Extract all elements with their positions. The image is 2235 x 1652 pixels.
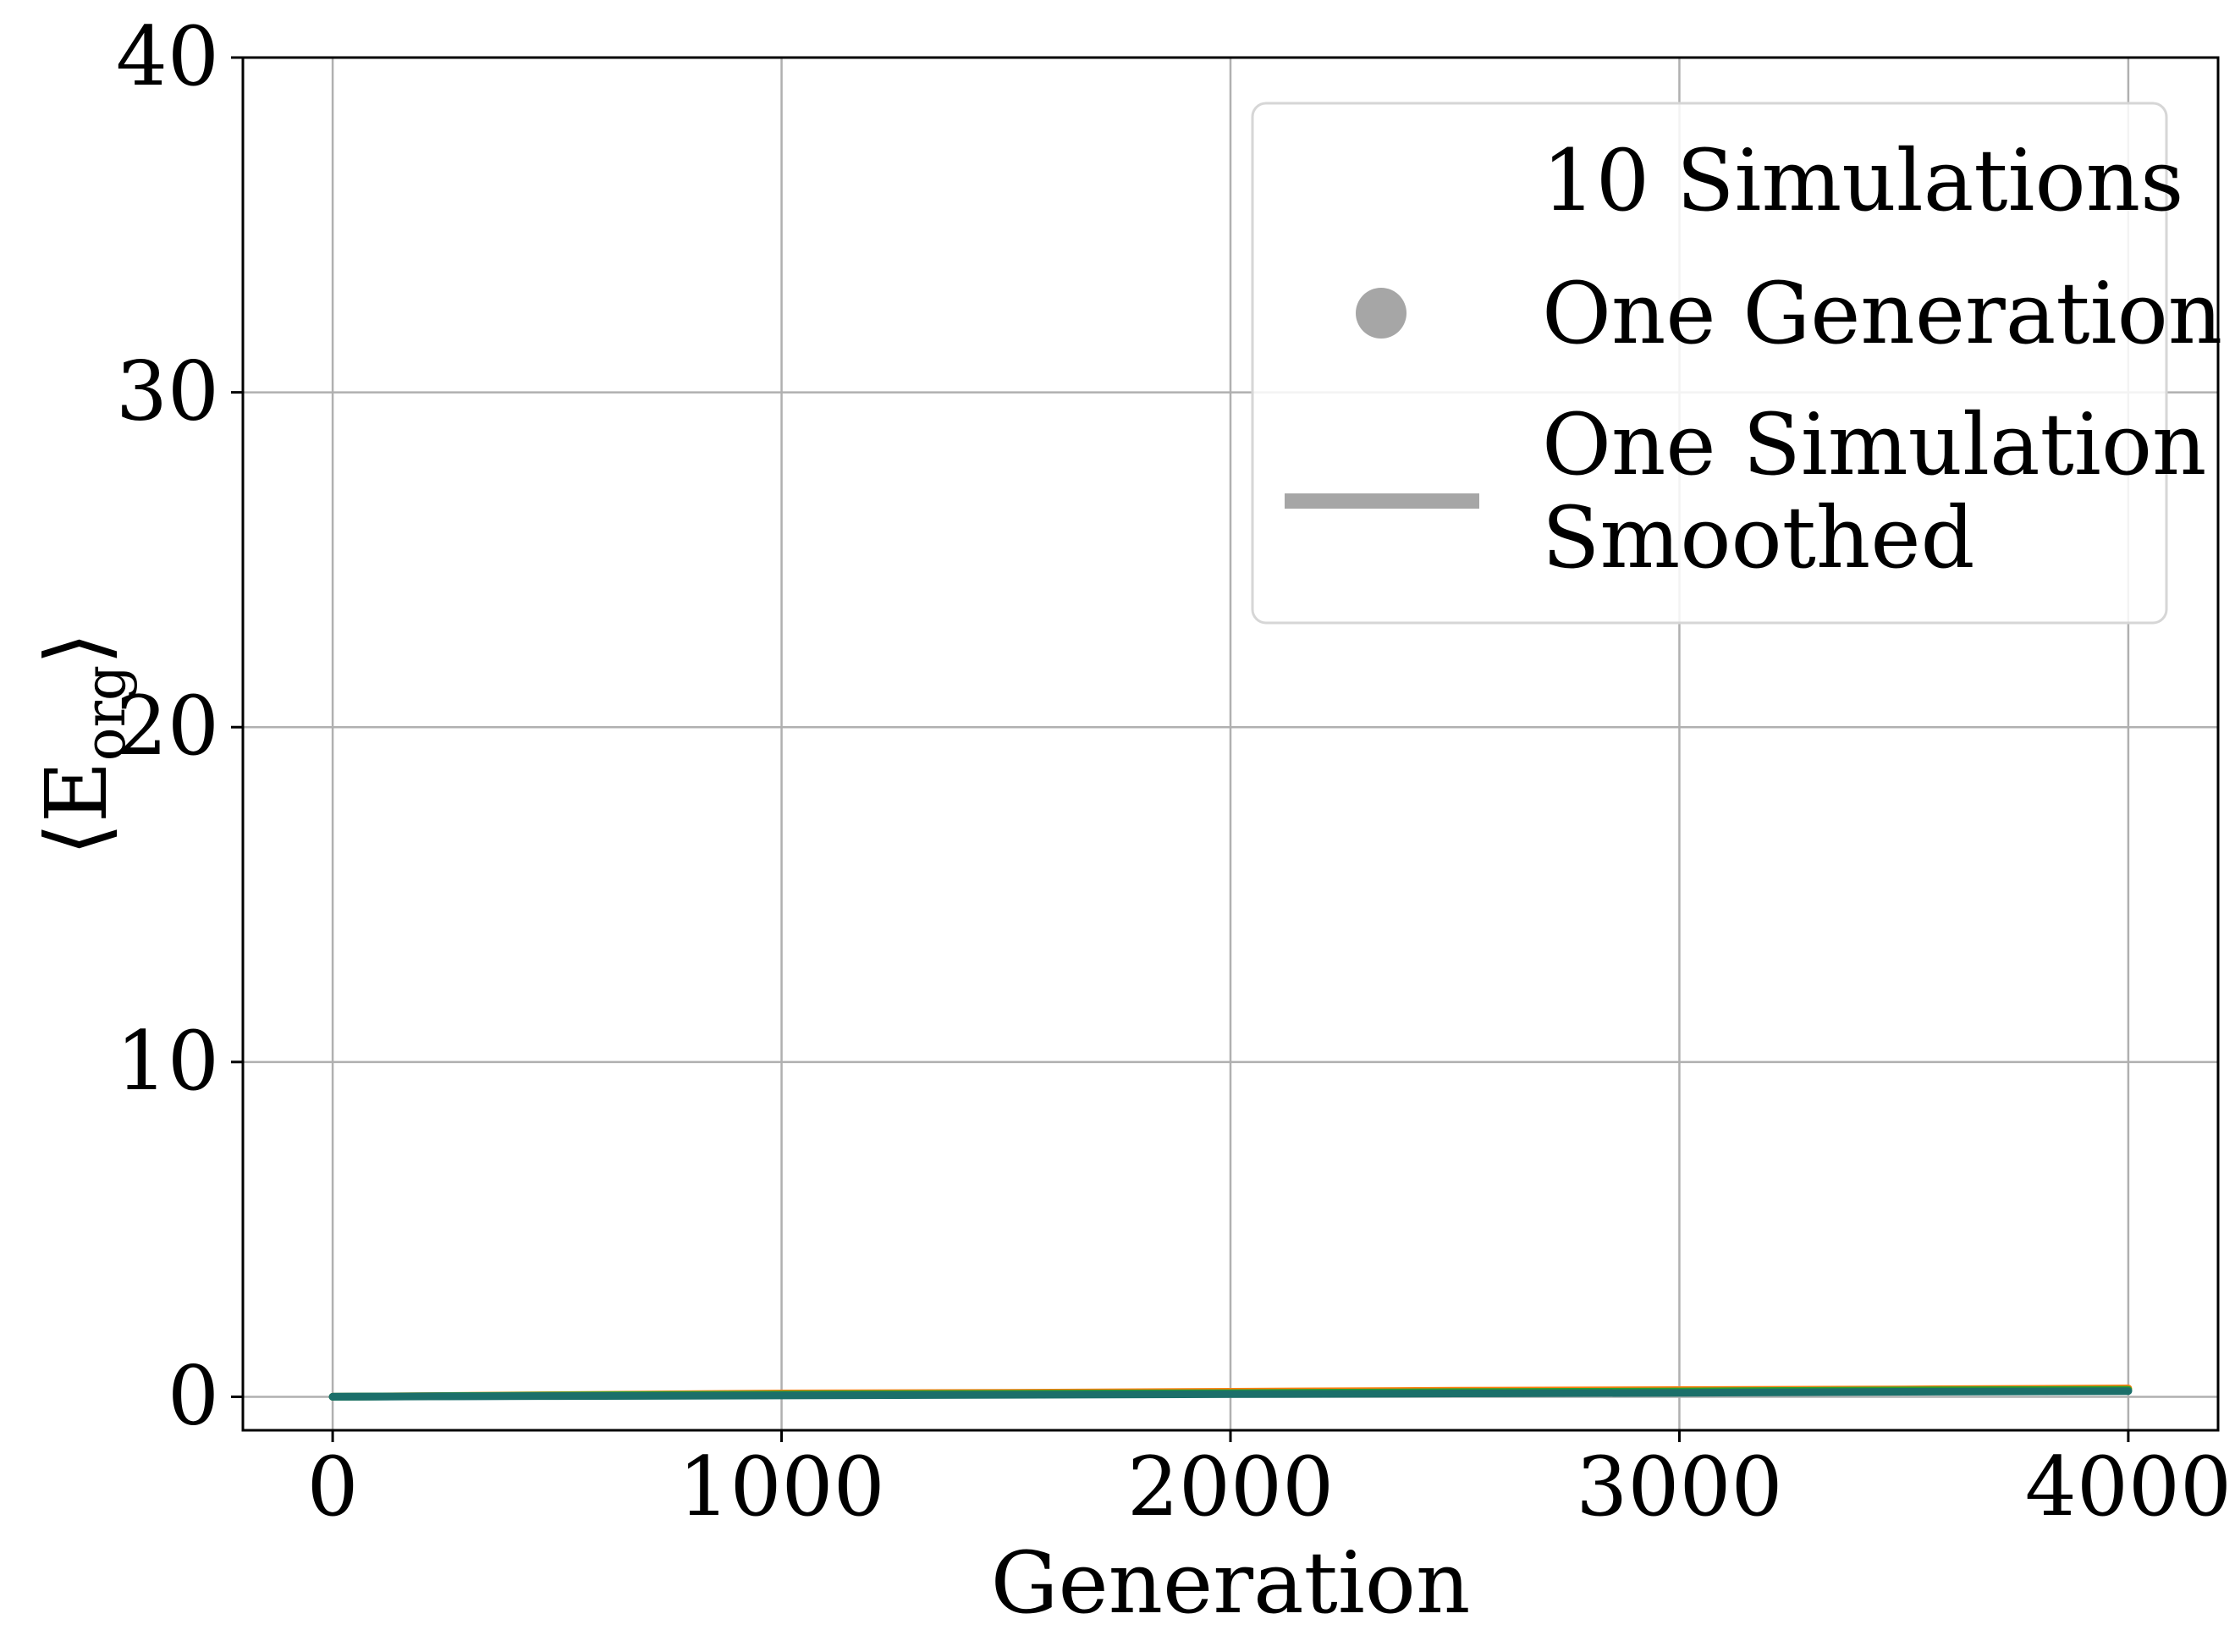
y-axis-label-close: ⟩ bbox=[27, 632, 126, 665]
y-axis-label-subscript: org bbox=[73, 665, 138, 762]
legend-title: 10 Simulations bbox=[1542, 131, 2183, 230]
y-axis-label-text: ⟨Eorg⟩ bbox=[27, 632, 138, 856]
legend-box bbox=[1251, 102, 2168, 625]
x-axis-label: Generation bbox=[991, 1534, 1471, 1633]
y-tick-label: 30 bbox=[116, 344, 219, 439]
x-tick-label: 0 bbox=[307, 1440, 359, 1534]
x-tick-label: 2000 bbox=[1127, 1440, 1334, 1534]
y-tick-label: 40 bbox=[116, 9, 219, 104]
x-tick-label: 4000 bbox=[2025, 1440, 2232, 1534]
x-tick-label: 3000 bbox=[1576, 1440, 1782, 1534]
y-tick-label: 20 bbox=[116, 679, 219, 774]
series-line-3 bbox=[328, 1387, 2133, 1401]
legend: 10 Simulations One Generation One Simula… bbox=[1251, 102, 2222, 625]
series-layer bbox=[328, 1385, 2133, 1401]
legend-entry-one-generation: One Generation bbox=[1542, 264, 2222, 363]
y-axis-label: ⟨Eorg⟩ bbox=[27, 632, 138, 856]
y-tick-label: 0 bbox=[168, 1348, 219, 1443]
y-ticks: 0 10 20 30 40 bbox=[116, 9, 243, 1443]
y-tick-label: 10 bbox=[116, 1014, 219, 1109]
x-tick-label: 1000 bbox=[678, 1440, 884, 1534]
legend-entry-smoothed: Smoothed bbox=[1542, 488, 1975, 587]
legend-entry-one-simulation: One Simulation bbox=[1542, 395, 2206, 494]
x-ticks: 0 1000 2000 3000 4000 bbox=[307, 1430, 2232, 1534]
y-axis-label-main: ⟨E bbox=[27, 761, 126, 856]
legend-dot-marker bbox=[1356, 288, 1407, 339]
